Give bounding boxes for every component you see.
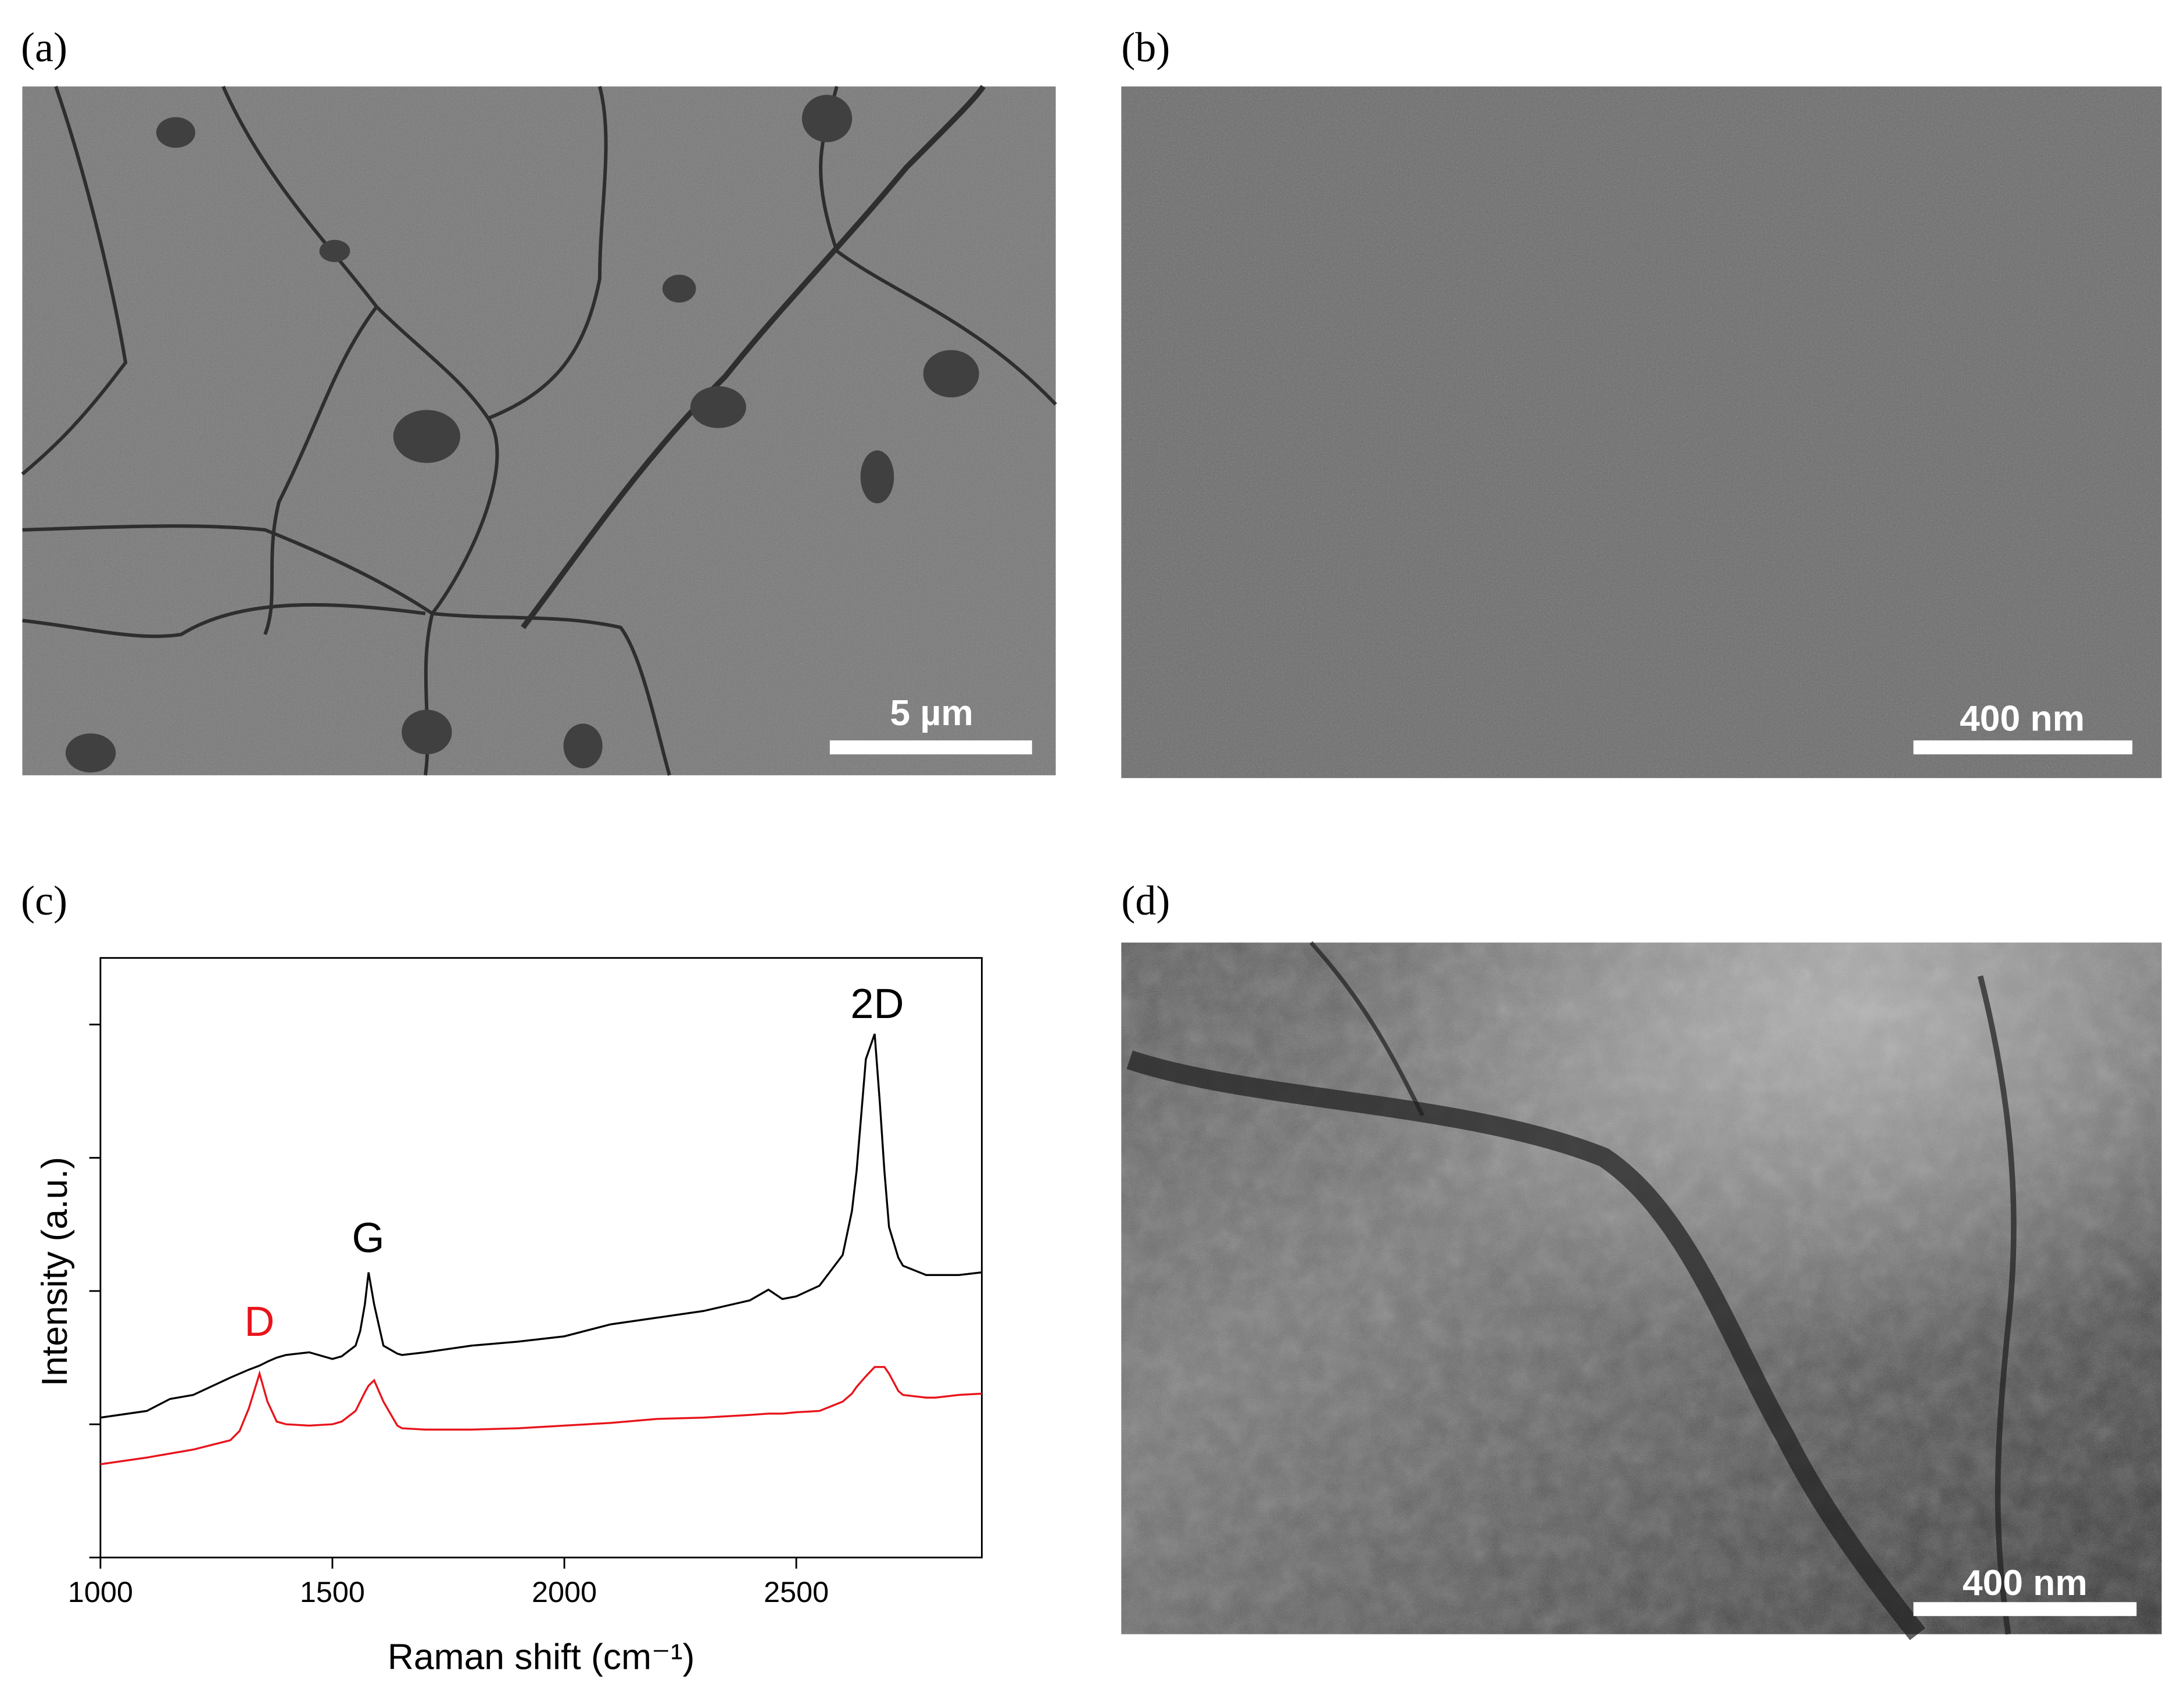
scale-bar-label: 5 µm — [890, 693, 973, 733]
y-axis-label: Intensity (a.u.) — [35, 1157, 75, 1386]
spectrum-line — [100, 1033, 982, 1419]
peak-annotation: G — [352, 1215, 385, 1261]
plot-frame — [99, 957, 983, 1558]
x-tick-label: 1500 — [300, 1575, 365, 1608]
x-tick-label: 2500 — [764, 1575, 829, 1608]
panel-label: (b) — [1121, 24, 1170, 71]
peak-annotation: 2D — [850, 981, 904, 1027]
scale-bar-label: 400 nm — [1960, 698, 2085, 739]
x-axis-label: Raman shift (cm⁻¹) — [388, 1637, 695, 1677]
panel-label: (a) — [21, 24, 67, 71]
peak-annotation: D — [244, 1299, 274, 1345]
micrograph-d: 400 nm — [1121, 941, 2162, 1640]
micrograph-a: 5 µm — [21, 85, 1057, 776]
x-tick-label: 1000 — [68, 1575, 133, 1608]
scale-bar-label: 400 nm — [1963, 1563, 2088, 1603]
x-tick-label: 2000 — [532, 1575, 597, 1608]
micrograph-b: 400 nm — [1121, 86, 2162, 779]
raman-chart: 1000 1500 2000 2500 Raman shift (cm⁻¹) Intens… — [35, 957, 983, 1677]
panel-label: (c) — [21, 877, 67, 924]
panel-label: (d) — [1121, 877, 1170, 924]
spectrum-line — [100, 1365, 982, 1465]
